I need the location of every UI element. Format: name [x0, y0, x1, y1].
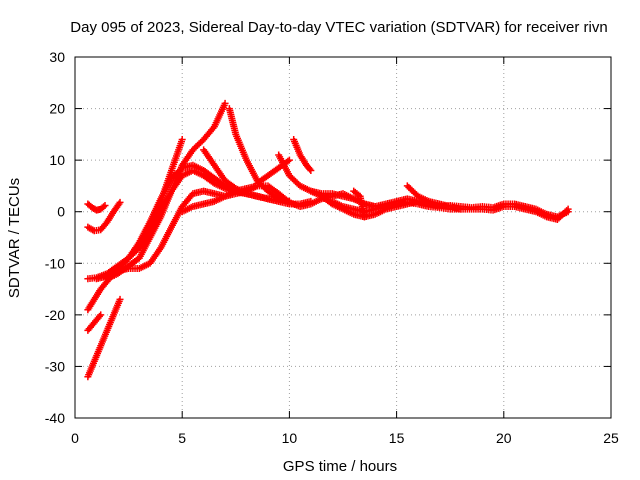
y-tick-label: 20: [49, 101, 65, 117]
data-point: [116, 198, 124, 206]
y-tick-label: -30: [45, 358, 65, 374]
x-tick-label: 10: [282, 430, 298, 446]
data-point: [273, 194, 281, 202]
data-point: [178, 136, 186, 144]
data-point: [284, 157, 292, 165]
series-arc-12: [225, 105, 293, 205]
y-tick-label: -20: [45, 307, 65, 323]
axis-ticks: 0 5 10 15 20 25 -40 -30 -20 -10 0 10 20 30: [45, 49, 619, 446]
y-tick-label: -40: [45, 410, 65, 426]
series-arc-18: [350, 187, 368, 221]
data-point: [100, 203, 108, 211]
chart-title: Day 095 of 2023, Sidereal Day-to-day VTE…: [70, 19, 607, 36]
data-point: [457, 205, 465, 213]
x-axis-label: GPS time / hours: [283, 458, 397, 475]
y-tick-label: 0: [57, 204, 65, 220]
data-point: [360, 213, 368, 221]
data-point: [563, 207, 571, 215]
plot-frame: [74, 56, 612, 419]
series-arc-19: [403, 182, 465, 213]
y-tick-label: -10: [45, 255, 65, 271]
x-tick-label: 15: [389, 430, 405, 446]
x-tick-label: 20: [496, 430, 512, 446]
data-point: [101, 202, 109, 210]
x-tick-label: 25: [603, 430, 619, 446]
series-arc-9: [114, 136, 186, 272]
data-point: [95, 312, 103, 320]
series-arc-4: [84, 311, 105, 334]
series-arc-17: [328, 197, 572, 223]
data-point: [285, 197, 293, 205]
data-point: [285, 156, 293, 164]
series-arc-1: [84, 200, 109, 214]
data-point: [306, 165, 314, 173]
series-arc-2: [84, 198, 124, 235]
data-point: [116, 295, 124, 303]
data-point: [97, 311, 105, 319]
series-arc-3: [84, 295, 124, 381]
data-point: [564, 205, 572, 213]
series-arc-8: [103, 99, 229, 283]
y-tick-label: 10: [49, 152, 65, 168]
data-point: [221, 99, 229, 107]
data-point: [115, 200, 123, 208]
x-tick-label: 0: [71, 430, 79, 446]
data-point: [307, 166, 315, 174]
series-arc-15: [290, 136, 315, 174]
data-points: [84, 99, 572, 381]
y-axis-label: SDTVAR / TECUs: [6, 178, 23, 298]
x-tick-label: 5: [178, 430, 186, 446]
y-tick-label: 30: [49, 49, 65, 65]
